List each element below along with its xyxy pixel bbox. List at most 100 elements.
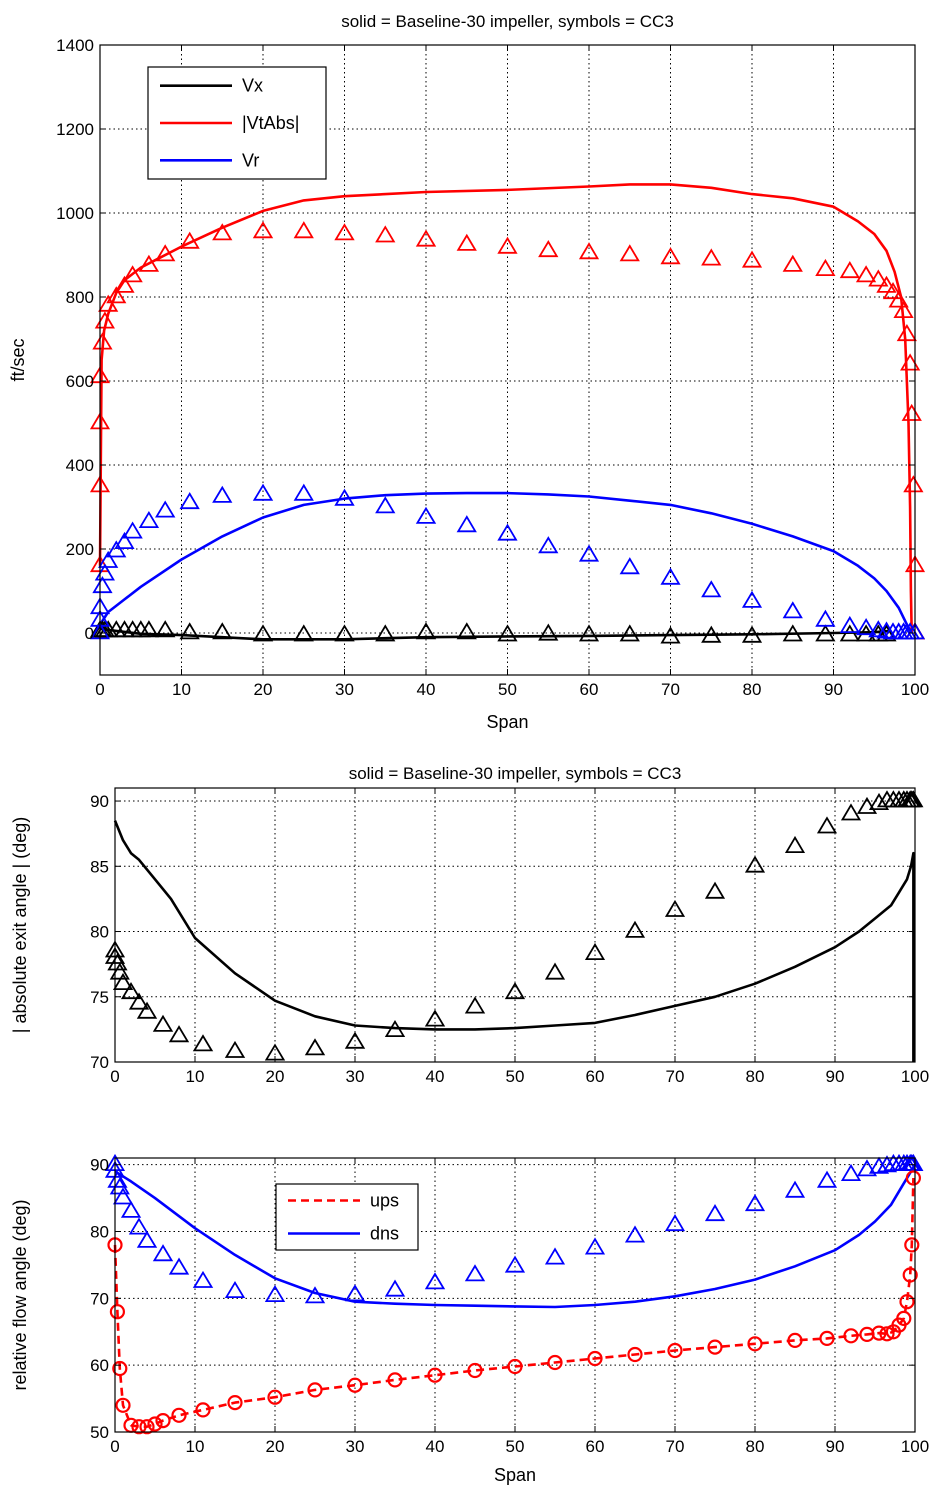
- data-point-triangle: [896, 324, 917, 342]
- series-line: [113, 820, 915, 1062]
- legend-label: Vr: [242, 150, 259, 170]
- series-cc3-triangle: [104, 790, 924, 1061]
- data-point-circle: [587, 1350, 603, 1367]
- x-tick-label: 60: [586, 1437, 605, 1456]
- data-point-triangle: [179, 622, 200, 640]
- series-line: [98, 183, 913, 634]
- y-tick-label: 90: [90, 792, 109, 811]
- data-point-triangle: [855, 265, 877, 283]
- data-point-triangle: [578, 624, 600, 642]
- data-point-triangle: [212, 485, 233, 503]
- data-point-circle: [747, 1336, 763, 1352]
- data-point-circle: [627, 1346, 643, 1363]
- x-axis-label: Span: [486, 712, 528, 732]
- data-point-circle: [899, 1294, 915, 1310]
- data-point-triangle: [424, 1009, 446, 1027]
- data-point-triangle: [168, 1257, 190, 1275]
- data-point-triangle: [876, 275, 897, 293]
- legend-label: Vx: [242, 76, 263, 96]
- legend-box: [275, 1183, 419, 1251]
- data-point-triangle: [701, 625, 722, 643]
- series-ups-circle: [107, 1170, 922, 1435]
- data-point-triangle: [212, 223, 233, 241]
- data-point-triangle: [624, 1225, 646, 1243]
- data-point-triangle: [179, 231, 200, 249]
- series-line: [99, 627, 891, 641]
- data-point-triangle: [92, 576, 113, 594]
- data-point-triangle: [344, 1284, 366, 1302]
- series-vr-solid: [98, 491, 913, 634]
- x-tick-label: 0: [110, 1067, 119, 1086]
- y-tick-label: 1000: [56, 204, 94, 223]
- y-axis-label: relative flow angle (deg): [10, 1199, 30, 1390]
- data-point-triangle: [504, 982, 526, 1000]
- data-point-triangle: [192, 1270, 214, 1288]
- data-point-triangle: [98, 294, 119, 312]
- data-point-triangle: [106, 540, 127, 558]
- data-point-circle: [902, 1267, 918, 1283]
- data-point-triangle: [888, 290, 909, 308]
- data-point-triangle: [782, 624, 803, 642]
- data-point-triangle: [544, 1247, 566, 1265]
- data-point-triangle: [901, 403, 922, 421]
- data-point-triangle: [212, 622, 233, 640]
- data-point-triangle: [903, 1153, 924, 1171]
- data-point-triangle: [544, 962, 566, 980]
- data-point-triangle: [384, 1279, 406, 1297]
- y-tick-label: 75: [90, 988, 109, 1007]
- data-point-triangle: [120, 982, 142, 1000]
- data-point-triangle: [375, 225, 396, 243]
- data-point-triangle: [840, 1163, 862, 1181]
- x-tick-label: 0: [110, 1437, 119, 1456]
- x-tick-label: 60: [586, 1067, 605, 1086]
- data-point-triangle: [741, 250, 763, 268]
- y-tick-label: 60: [90, 1356, 109, 1375]
- data-point-triangle: [155, 620, 176, 638]
- data-point-triangle: [293, 624, 314, 642]
- x-tick-label: 90: [826, 1437, 845, 1456]
- y-tick-label: 600: [66, 372, 94, 391]
- x-tick-label: 50: [506, 1437, 525, 1456]
- chart-2: 0 10 20 30 40 50 60 70 80 90 100 70 75 80 85 90 solid = …: [10, 764, 929, 1086]
- x-tick-label: 80: [746, 1437, 765, 1456]
- x-tick-label: 70: [666, 1437, 685, 1456]
- data-point-triangle: [876, 624, 897, 642]
- data-point-triangle: [660, 567, 681, 585]
- data-point-triangle: [136, 1001, 158, 1019]
- data-point-circle: [707, 1339, 723, 1355]
- data-point-triangle: [839, 615, 860, 633]
- data-point-triangle: [868, 1156, 890, 1174]
- data-point-circle: [905, 1170, 922, 1186]
- x-axis-label: Span: [494, 1465, 536, 1485]
- y-axis-label: ft/sec: [8, 338, 28, 381]
- data-point-triangle: [155, 244, 176, 262]
- data-point-triangle: [578, 544, 600, 562]
- legend: Vx |VtAbs| Vr: [147, 66, 327, 180]
- data-point-triangle: [856, 796, 878, 814]
- x-tick-label: 80: [746, 1067, 765, 1086]
- data-point-triangle: [584, 942, 606, 960]
- data-point-circle: [843, 1328, 859, 1344]
- data-point-triangle: [584, 1237, 606, 1255]
- data-point-circle: [879, 1326, 895, 1342]
- data-point-triangle: [94, 311, 115, 329]
- data-point-triangle: [112, 1187, 134, 1205]
- data-point-triangle: [538, 536, 559, 554]
- data-point-triangle: [344, 1031, 366, 1049]
- data-point-triangle: [224, 1280, 246, 1298]
- data-point-triangle: [856, 1159, 878, 1177]
- x-tick-label: 40: [426, 1067, 445, 1086]
- data-point-triangle: [816, 1170, 838, 1188]
- data-point-triangle: [816, 816, 838, 834]
- data-point-triangle: [876, 1155, 898, 1173]
- x-tick-label: 10: [186, 1437, 205, 1456]
- data-point-triangle: [538, 623, 559, 641]
- legend: ups dns: [275, 1183, 419, 1251]
- data-point-circle: [115, 1397, 131, 1413]
- y-tick-label: 70: [90, 1053, 109, 1072]
- data-point-triangle: [252, 221, 274, 239]
- data-point-triangle: [497, 523, 518, 541]
- data-point-triangle: [619, 244, 640, 262]
- data-point-triangle: [293, 483, 314, 501]
